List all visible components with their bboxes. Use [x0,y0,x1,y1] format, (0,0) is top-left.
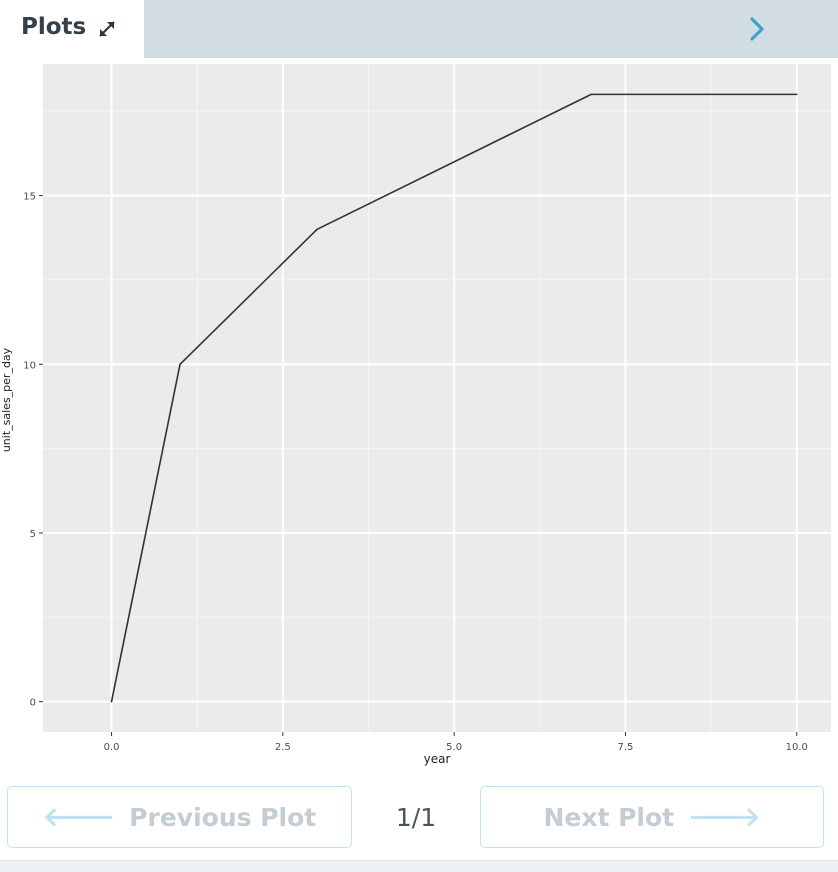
grid-major [43,64,831,732]
data-point [179,363,181,366]
y-axis-label: unit_sales_per_day [0,347,13,452]
plot-panel [43,64,831,732]
x-tick-label: 7.5 [617,742,633,753]
expand-arrows-icon[interactable] [95,17,119,41]
bottom-divider [0,860,838,872]
data-point [316,228,318,231]
plot-viewer: 0 5 10 15 0.0 2.5 5.0 7.5 10.0 year unit_sales_… [0,58,838,770]
plots-header: Plots [0,0,838,58]
y-tick-label: 15 [23,192,36,203]
plot-pager: 🡐 Previous Plot 1/1 Next Plot 🡒 [0,770,838,872]
x-tick-label: 2.5 [275,742,291,753]
y-tick-label: 10 [23,360,36,371]
y-axis: 0 5 10 15 [23,192,43,709]
x-tick-label: 10.0 [786,742,808,753]
plots-tab[interactable]: Plots [0,0,144,58]
page-counter: 1/1 [395,802,437,832]
data-point [590,93,592,96]
previous-plot-button[interactable]: 🡐 Previous Plot [7,786,352,848]
series-layer [110,93,798,703]
page-title: Plots [21,14,87,40]
data-point [795,93,798,96]
line-chart: 0 5 10 15 0.0 2.5 5.0 7.5 10.0 year unit_sales_… [0,64,831,766]
x-axis: 0.0 2.5 5.0 7.5 10.0 [104,732,808,753]
y-tick-label: 0 [30,698,36,709]
grid-minor [43,64,831,732]
previous-plot-label: Previous Plot [129,802,317,832]
next-plot-button[interactable]: Next Plot 🡒 [480,786,824,848]
next-plot-label: Next Plot [543,802,675,832]
header-toolbar [144,0,838,58]
x-tick-label: 5.0 [446,742,462,753]
arrow-left-icon: 🡐 [42,801,116,833]
x-axis-label: year [424,752,451,766]
x-tick-label: 0.0 [104,742,120,753]
chevron-right-icon[interactable] [745,14,769,44]
data-point [110,700,113,703]
arrow-right-icon: 🡒 [688,801,761,833]
y-tick-label: 5 [30,529,36,540]
